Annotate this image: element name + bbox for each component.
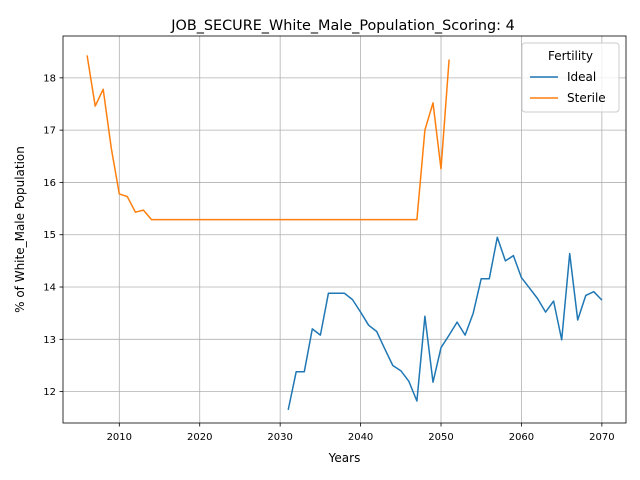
y-tick-label: 12: [43, 387, 56, 398]
y-tick-label: 17: [43, 126, 56, 137]
y-axis-label: % of White_Male Population: [13, 146, 27, 313]
y-tick-label: 16: [43, 178, 56, 189]
x-tick-label: 2010: [107, 432, 132, 443]
x-tick-label: 2060: [509, 432, 534, 443]
series-line-sterile: [86, 55, 450, 221]
legend-label-ideal: Ideal: [567, 70, 596, 84]
y-tick-label: 15: [43, 230, 56, 241]
legend: Fertility Ideal Sterile: [521, 42, 620, 113]
x-tick-label: 2020: [187, 432, 212, 443]
series-lines: [86, 55, 603, 411]
y-axis: 12 13 14 15 16 17 18: [43, 73, 63, 398]
x-axis-label: Years: [328, 451, 361, 465]
x-tick-label: 2050: [428, 432, 453, 443]
y-tick-label: 13: [43, 335, 56, 346]
x-axis: 2010 2020 2030 2040 2050 2060 2070: [107, 423, 615, 443]
grid: [63, 36, 626, 423]
x-tick-label: 2040: [348, 432, 373, 443]
chart-title: JOB_SECURE_White_Male_Population_Scoring…: [170, 18, 514, 34]
y-tick-label: 14: [43, 283, 56, 294]
x-tick-label: 2070: [589, 432, 614, 443]
y-tick-label: 18: [43, 73, 56, 84]
plot-frame: [62, 35, 627, 424]
x-tick-label: 2030: [267, 432, 292, 443]
legend-label-sterile: Sterile: [567, 91, 606, 105]
legend-title: Fertility: [548, 49, 593, 63]
legend-box: [521, 42, 620, 113]
series-line-ideal: [287, 236, 603, 411]
